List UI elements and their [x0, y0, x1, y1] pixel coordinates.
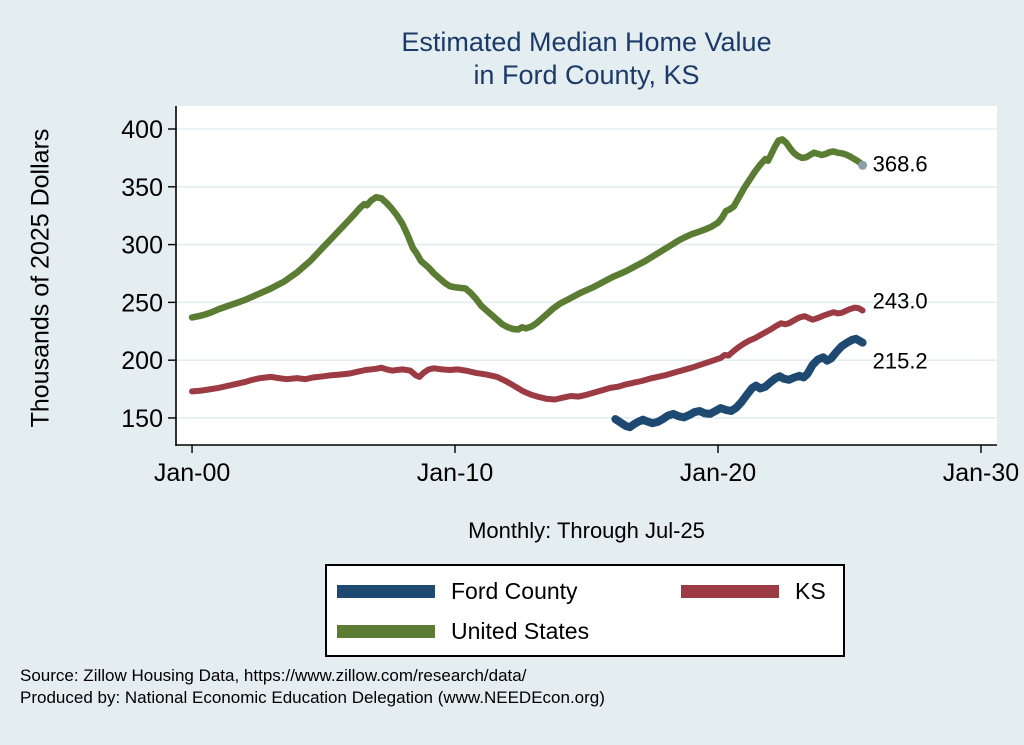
legend-label-united-states: United States	[451, 617, 590, 644]
legend-item-united-states: United States	[337, 615, 681, 647]
series-lines	[188, 136, 868, 432]
legend-swatch-ford-county	[337, 584, 435, 598]
source-note-line-1: Source: Zillow Housing Data, https://www…	[20, 666, 527, 685]
x-tick-label: Jan-20	[680, 459, 756, 487]
x-tick-label: Jan-00	[154, 459, 230, 487]
series-end-marker-united-states	[858, 160, 868, 170]
series-end-labels: 368.6 243.0 215.2	[873, 151, 928, 373]
source-note: Source: Zillow Housing Data, https://www…	[20, 665, 605, 709]
x-axis-subtitle: Monthly: Through Jul-25	[468, 518, 705, 543]
x-tick-label: Jan-10	[417, 459, 493, 487]
chart-title-line-1: Estimated Median Home Value	[401, 27, 772, 57]
y-tick-label: 400	[121, 116, 163, 144]
axis-lines	[175, 106, 997, 446]
series-line-ks	[189, 304, 866, 403]
legend-label-ks: KS	[795, 577, 826, 604]
y-tick-label: 150	[121, 405, 163, 433]
legend-grid: Ford County KS United States	[327, 566, 843, 647]
series-line-united-states	[188, 136, 866, 333]
y-tick-label: 250	[121, 289, 163, 317]
series-end-label-ford-county: 215.2	[873, 349, 928, 374]
x-axis-ticks: Jan-00 Jan-10 Jan-20 Jan-30	[154, 445, 1019, 487]
y-tick-label: 200	[121, 347, 163, 375]
series-end-label-ks: 243.0	[873, 288, 928, 313]
gridlines	[176, 128, 997, 419]
legend-item-ks: KS	[681, 575, 843, 607]
legend-swatch-ks	[681, 584, 779, 598]
series-line-ford-county	[611, 334, 867, 432]
y-tick-label: 300	[121, 232, 163, 260]
legend: Ford County KS United States	[325, 564, 845, 657]
legend-item-ford-county: Ford County	[337, 575, 681, 607]
series-end-label-united-states: 368.6	[873, 151, 928, 176]
y-tick-label: 350	[121, 174, 163, 202]
chart-title-line-2: in Ford County, KS	[473, 60, 700, 90]
x-tick-label: Jan-30	[943, 459, 1019, 487]
chart-title: Estimated Median Home Value in Ford Coun…	[176, 26, 997, 92]
source-note-line-2: Produced by: National Economic Education…	[20, 688, 605, 707]
legend-label-ford-county: Ford County	[451, 577, 578, 604]
legend-swatch-united-states	[337, 624, 435, 638]
y-axis-ticks: 150 200 250 300 350 400	[121, 116, 176, 433]
